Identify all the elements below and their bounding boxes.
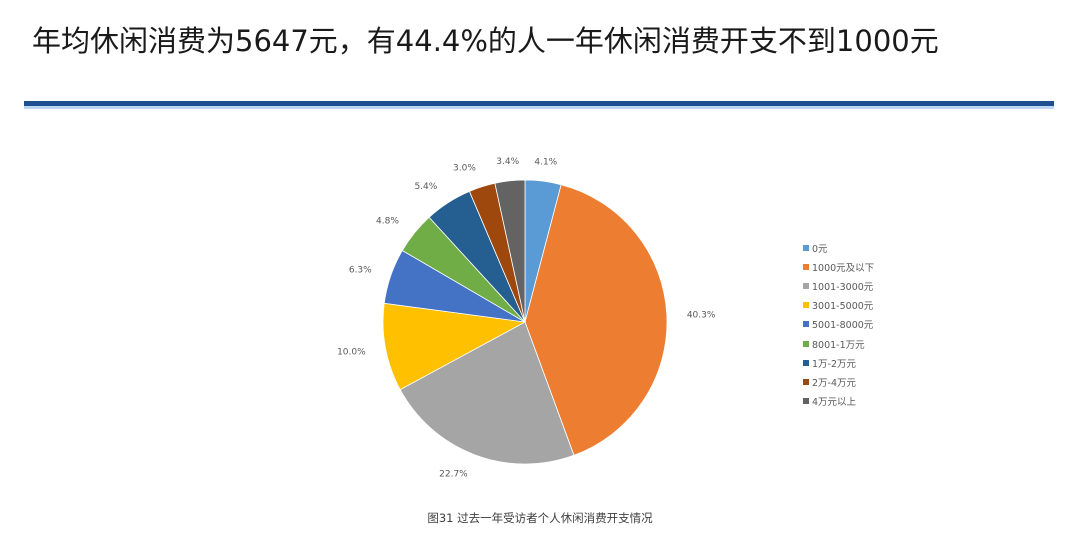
figure-caption: 图31 过去一年受访者个人休闲消费开支情况 [427,511,653,525]
legend-item: 1万-2万元 [803,353,874,372]
slice-percent-label: 40.3% [687,310,716,320]
pie-slice [399,321,575,465]
legend-swatch-icon [803,263,809,270]
page-title: 年均休闲消费为5647元，有44.4%的人一年休闲消费开支不到1000元 [32,24,939,58]
legend-item: 0元 [803,238,874,257]
legend-label: 0元 [812,243,828,255]
legend-item: 1000元及以下 [803,257,874,276]
legend-label: 4万元以上 [812,397,857,409]
legend-swatch-icon [803,244,809,251]
slice-percent-label: 3.4% [496,157,519,167]
slice-percent-label: 5.4% [414,182,437,192]
header-divider-highlight [24,106,1054,109]
legend-item: 4万元以上 [803,392,874,411]
legend-item: 5001-8000元 [803,315,874,334]
legend-swatch-icon [803,321,809,328]
legend-label: 1万-2万元 [812,358,857,370]
legend-label: 5001-8000元 [812,320,874,332]
legend-swatch-icon [803,398,809,405]
slice-percent-label: 6.3% [349,266,372,276]
legend-swatch-icon [803,359,809,366]
chart-legend: 0元 1000元及以下 1001-3000元 3001-5000元 5001-8000元… [803,238,874,411]
legend-item: 1001-3000元 [803,276,874,295]
legend-swatch-icon [803,378,809,385]
slice-percent-label: 3.0% [453,164,476,174]
slice-percent-label: 22.7% [439,470,468,480]
pie-slice [382,302,527,391]
legend-swatch-icon [803,340,809,347]
legend-label: 8001-1万元 [812,339,865,351]
legend-label: 2万-4万元 [812,377,857,389]
legend-label: 1001-3000元 [812,281,874,293]
slice-percent-label: 4.8% [376,216,399,226]
legend-swatch-icon [803,282,809,289]
header-divider [24,101,1054,106]
legend-item: 3001-5000元 [803,296,874,315]
slice-percent-label: 10.0% [337,347,366,357]
legend-swatch-icon [803,302,809,309]
legend-item: 8001-1万元 [803,334,874,353]
pie-slice [524,184,668,456]
pie-slice [494,179,526,323]
legend-label: 1000元及以下 [812,262,875,274]
slice-percent-label: 4.1% [534,157,557,167]
legend-label: 3001-5000元 [812,301,874,313]
legend-item: 2万-4万元 [803,372,874,391]
